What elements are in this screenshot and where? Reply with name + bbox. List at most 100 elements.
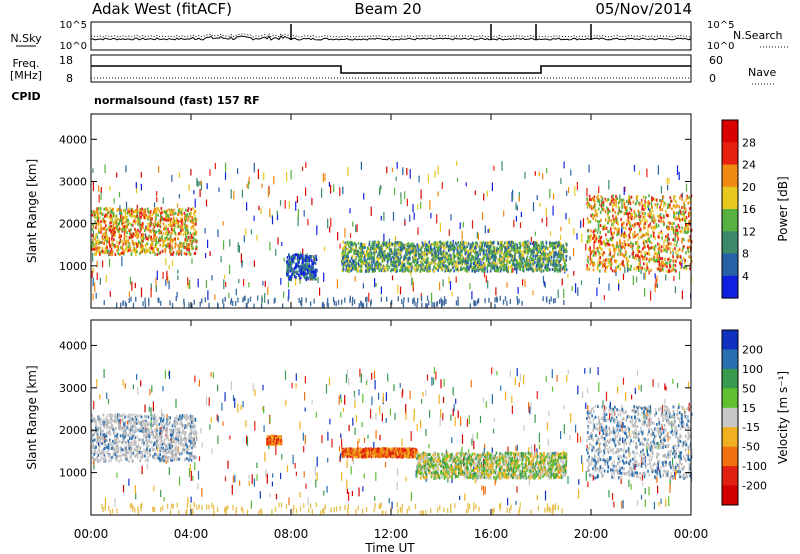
power-feature-2-point (401, 269, 404, 273)
power-feature-2-point (510, 254, 513, 257)
power-noise-point (190, 169, 192, 176)
power-noise-point (541, 218, 543, 223)
power-ground-clutter (132, 302, 135, 308)
power-feature-2-point (532, 262, 534, 266)
power-feature-2-point (346, 259, 348, 263)
power-ground-clutter (445, 299, 447, 304)
power-feature-3-point (690, 228, 693, 232)
power-feature-0-point (129, 212, 132, 216)
power-feature-0-point (91, 243, 94, 247)
power-feature-2-point (403, 246, 405, 250)
power-feature-2-point (439, 247, 442, 251)
power-noise-point (644, 199, 646, 207)
power-feature-2-point (397, 253, 400, 256)
power-feature-0-point (172, 212, 174, 216)
power-feature-3-point (616, 233, 618, 237)
power-feature-2-point (539, 258, 541, 262)
power-feature-2-point (355, 252, 357, 256)
power-feature-0-point (158, 231, 161, 235)
power-feature-2-point (450, 260, 453, 264)
power-feature-3-point (615, 215, 617, 219)
power-noise-point (95, 292, 97, 299)
power-feature-3-point (640, 199, 643, 203)
power-feature-2-point (556, 260, 559, 264)
power-feature-3-point (649, 208, 651, 212)
power-feature-2-point (478, 247, 481, 251)
power-feature-0-point (123, 237, 126, 241)
power-noise-point (543, 281, 545, 287)
power-feature-0-point (183, 222, 186, 226)
power-feature-2-point (492, 263, 495, 267)
power-feature-3-point (614, 217, 616, 221)
power-feature-2-point (441, 260, 443, 264)
power-feature-2-point (371, 252, 373, 255)
power-feature-0-point (147, 207, 149, 211)
power-feature-0-point (195, 218, 198, 222)
power-feature-3-point (591, 197, 594, 201)
power-feature-0-point (119, 219, 121, 223)
power-feature-2-point (489, 255, 492, 259)
power-feature-3-point (643, 256, 645, 259)
power-noise-point (420, 201, 422, 209)
power-feature-0-point (140, 250, 142, 254)
power-noise-point (279, 200, 282, 206)
power-feature-2-point (471, 246, 473, 250)
power-noise-point (316, 225, 318, 236)
power-feature-2-point (471, 245, 473, 249)
power-feature-2-point (481, 245, 483, 249)
power-feature-2-point (460, 259, 463, 263)
power-feature-0-point (168, 230, 170, 234)
power-feature-3-point (621, 242, 624, 246)
power-feature-2-point (474, 258, 477, 262)
power-feature-2-point (379, 262, 381, 266)
power-feature-3-point (629, 225, 632, 229)
power-feature-2-point (541, 250, 543, 254)
power-feature-0-point (110, 210, 112, 214)
power-feature-3-point (594, 203, 597, 207)
power-feature-2-point (538, 249, 541, 253)
power-ground-clutter (421, 296, 423, 302)
power-feature-0-point (165, 218, 168, 222)
power-feature-2-point (542, 262, 545, 266)
power-ytick-label-3: 4000 (59, 133, 87, 146)
power-feature-3-point (641, 218, 644, 222)
power-feature-2-point (463, 259, 465, 263)
power-noise-point (280, 278, 282, 285)
power-feature-3-point (635, 267, 638, 271)
power-ground-clutter (469, 303, 471, 309)
power-noise-point (665, 245, 667, 252)
power-feature-2-point (395, 253, 397, 257)
power-feature-2-point (526, 260, 528, 264)
power-feature-2-point (511, 258, 514, 261)
power-feature-3-point (592, 230, 595, 234)
power-feature-2-point (387, 260, 389, 264)
power-feature-0-point (145, 247, 147, 251)
power-feature-0-point (114, 233, 116, 237)
power-feature-3-point (673, 259, 676, 263)
power-feature-0-point (106, 246, 108, 249)
power-feature-2-point (399, 247, 402, 251)
power-noise-point (522, 279, 524, 286)
power-feature-0-point (149, 224, 151, 228)
power-feature-2-point (553, 252, 556, 256)
power-feature-0-point (155, 240, 158, 244)
power-noise-point (144, 233, 147, 238)
power-feature-2-point (385, 246, 387, 250)
power-feature-2-point (461, 267, 463, 271)
power-feature-2-point (479, 252, 481, 256)
power-feature-0-point (122, 220, 124, 224)
power-noise-point (311, 198, 313, 206)
power-feature-3-point (647, 233, 649, 237)
power-noise-point (352, 221, 354, 227)
power-feature-3-point (612, 214, 614, 218)
power-feature-2-point (493, 253, 496, 257)
power-feature-0-point (139, 230, 141, 234)
power-feature-2-point (358, 263, 360, 267)
power-feature-2-point (416, 262, 418, 266)
power-feature-0-point (192, 232, 195, 236)
power-feature-2-point (541, 246, 543, 249)
power-feature-2-point (465, 260, 467, 264)
power-feature-0-point (169, 223, 172, 226)
power-feature-2-point (505, 259, 507, 263)
power-feature-2-point (543, 250, 546, 253)
